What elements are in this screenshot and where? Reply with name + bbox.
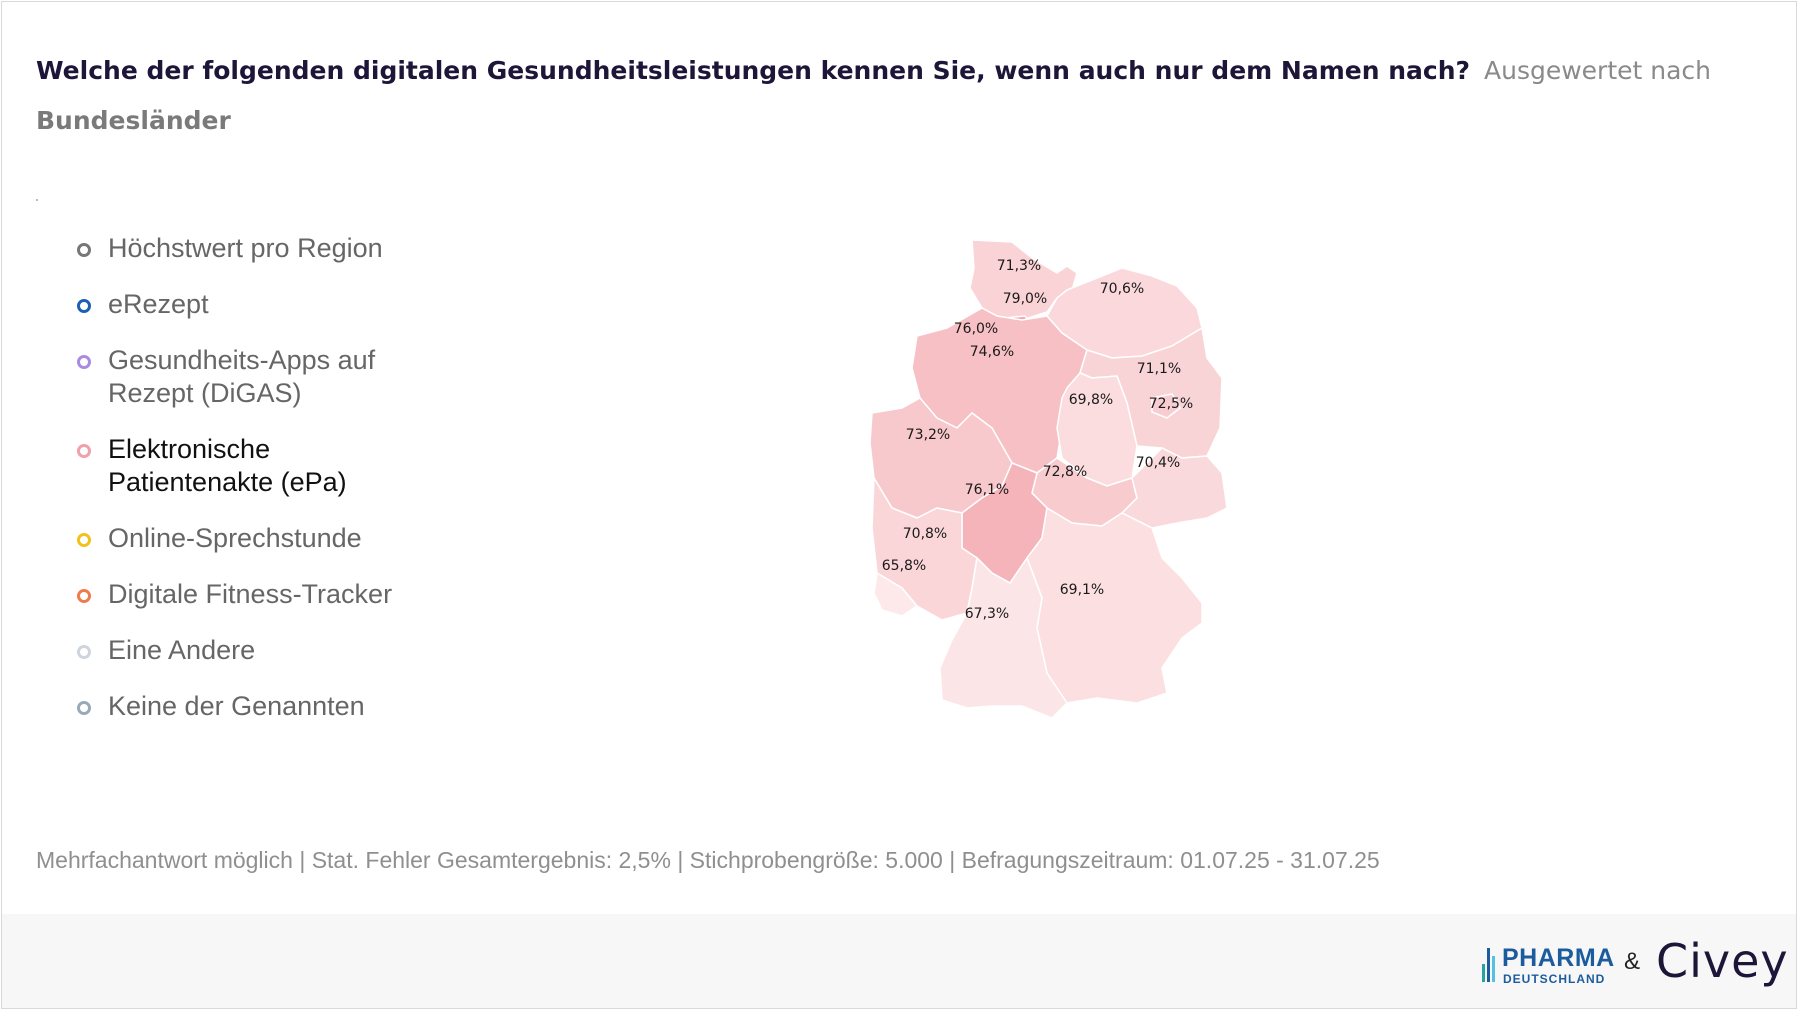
region-bayern[interactable] <box>1026 506 1203 704</box>
region-value-label: 69,1% <box>1060 582 1104 598</box>
subtitle: Ausgewertet nach <box>1484 56 1712 85</box>
legend-marker-icon <box>77 243 91 257</box>
region-value-label: 79,0% <box>1003 291 1047 307</box>
legend-marker-icon <box>77 701 91 715</box>
footnote: Mehrfachantwort möglich | Stat. Fehler G… <box>36 847 1380 873</box>
legend-item[interactable]: Keine der Genannten <box>72 690 432 723</box>
ampersand: & <box>1624 948 1641 975</box>
footer-bar <box>2 914 1796 1008</box>
legend-label: Digitale Fitness-Tracker <box>108 579 393 609</box>
legend-marker-icon <box>77 299 91 313</box>
region-saarland[interactable] <box>873 571 919 617</box>
region-value-label: 70,4% <box>1136 455 1180 471</box>
legend-marker-icon <box>77 444 91 458</box>
region-value-label: 71,1% <box>1137 361 1181 377</box>
legend-label: Online-Sprechstunde <box>108 523 362 553</box>
legend-marker-icon <box>77 533 91 547</box>
region-berlin[interactable] <box>1151 393 1181 419</box>
legend-label: Eine Andere <box>108 635 256 665</box>
region-value-label: 76,1% <box>965 482 1009 498</box>
region-value-label: 65,8% <box>882 558 926 574</box>
question-title: Welche der folgenden digitalen Gesundhei… <box>36 56 1470 85</box>
germany-map: 71,3% 79,0% 70,6% 76,0% 74,6% 71,1% 69,8% 72,5%… <box>862 228 1302 798</box>
legend-label: Elektronische Patientenakte (ePa) <box>108 434 347 497</box>
legend-label: Gesundheits-Apps auf Rezept (DiGAS) <box>108 345 376 408</box>
decorative-dot <box>36 199 38 201</box>
legend-item[interactable]: Digitale Fitness-Tracker <box>72 578 432 611</box>
region-value-label: 76,0% <box>954 321 998 337</box>
legend-item[interactable]: Gesundheits-Apps auf Rezept (DiGAS) <box>72 344 432 410</box>
legend-label: eRezept <box>108 289 209 319</box>
legend-item[interactable]: Eine Andere <box>72 634 432 667</box>
legend-marker-icon <box>77 645 91 659</box>
map-labels: 71,3% 79,0% 70,6% 76,0% 74,6% 71,1% 69,8% 72,5%… <box>882 258 1193 622</box>
legend-label: Keine der Genannten <box>108 691 365 721</box>
legend-item[interactable]: Elektronische Patientenakte (ePa) <box>72 433 432 499</box>
region-value-label: 72,8% <box>1043 464 1087 480</box>
legend: Höchstwert pro Region eRezept Gesundheits-… <box>72 232 432 746</box>
legend-item[interactable]: eRezept <box>72 288 432 321</box>
region-value-label: 70,6% <box>1100 281 1144 297</box>
legend-marker-icon <box>77 589 91 603</box>
region-value-label: 74,6% <box>970 344 1014 360</box>
pharma-deutschland-logo: PHARMA DEUTSCHLAND <box>1482 942 1614 986</box>
civey-logo: Civey <box>1656 934 1789 988</box>
region-value-label: 73,2% <box>906 427 950 443</box>
region-value-label: 72,5% <box>1149 396 1193 412</box>
title-block: Welche der folgenden digitalen Gesundhei… <box>36 46 1736 146</box>
region-value-label: 67,3% <box>965 606 1009 622</box>
map-svg: 71,3% 79,0% 70,6% 76,0% 74,6% 71,1% 69,8% 72,5%… <box>869 239 1228 719</box>
pharma-logo-text: PHARMA <box>1502 944 1615 972</box>
pharma-logo-subtext: DEUTSCHLAND <box>1503 972 1606 986</box>
logo-bars-icon <box>1482 948 1496 982</box>
legend-marker-icon <box>77 355 91 369</box>
region-baden-wuerttemberg[interactable] <box>939 556 1068 719</box>
region-value-label: 69,8% <box>1069 392 1113 408</box>
legend-item[interactable]: Online-Sprechstunde <box>72 522 432 555</box>
region-sachsen[interactable] <box>1120 447 1228 529</box>
region-value-label: 71,3% <box>997 258 1041 274</box>
legend-label: Höchstwert pro Region <box>108 233 383 263</box>
region-value-label: 70,8% <box>903 526 947 542</box>
subtitle-region: Bundesländer <box>36 106 231 135</box>
legend-item[interactable]: Höchstwert pro Region <box>72 232 432 265</box>
